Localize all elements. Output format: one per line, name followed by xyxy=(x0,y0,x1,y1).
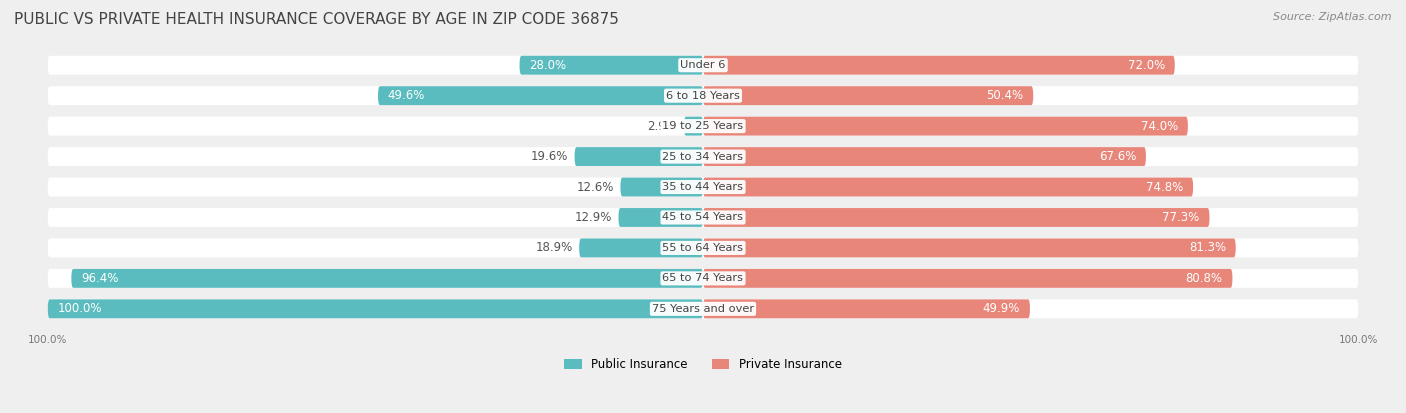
Text: 100.0%: 100.0% xyxy=(58,302,103,316)
Text: 49.6%: 49.6% xyxy=(388,89,425,102)
Text: Under 6: Under 6 xyxy=(681,60,725,70)
Text: 81.3%: 81.3% xyxy=(1188,242,1226,254)
Text: 50.4%: 50.4% xyxy=(986,89,1024,102)
Text: 19.6%: 19.6% xyxy=(530,150,568,163)
Text: 55 to 64 Years: 55 to 64 Years xyxy=(662,243,744,253)
FancyBboxPatch shape xyxy=(48,299,703,318)
FancyBboxPatch shape xyxy=(619,208,703,227)
FancyBboxPatch shape xyxy=(703,178,1194,197)
FancyBboxPatch shape xyxy=(703,86,1033,105)
Text: 25 to 34 Years: 25 to 34 Years xyxy=(662,152,744,161)
Text: 28.0%: 28.0% xyxy=(530,59,567,72)
Text: 35 to 44 Years: 35 to 44 Years xyxy=(662,182,744,192)
Text: PUBLIC VS PRIVATE HEALTH INSURANCE COVERAGE BY AGE IN ZIP CODE 36875: PUBLIC VS PRIVATE HEALTH INSURANCE COVER… xyxy=(14,12,619,27)
Text: 77.3%: 77.3% xyxy=(1163,211,1199,224)
Text: 74.8%: 74.8% xyxy=(1146,180,1184,194)
Text: 2.9%: 2.9% xyxy=(648,120,678,133)
Text: 12.9%: 12.9% xyxy=(575,211,612,224)
Legend: Public Insurance, Private Insurance: Public Insurance, Private Insurance xyxy=(560,353,846,376)
FancyBboxPatch shape xyxy=(703,117,1188,135)
FancyBboxPatch shape xyxy=(48,86,1358,105)
Text: 96.4%: 96.4% xyxy=(82,272,118,285)
FancyBboxPatch shape xyxy=(579,238,703,257)
FancyBboxPatch shape xyxy=(703,56,1175,75)
Text: 45 to 54 Years: 45 to 54 Years xyxy=(662,212,744,223)
FancyBboxPatch shape xyxy=(703,299,1031,318)
Text: 65 to 74 Years: 65 to 74 Years xyxy=(662,273,744,283)
FancyBboxPatch shape xyxy=(48,178,1358,197)
FancyBboxPatch shape xyxy=(378,86,703,105)
Text: 80.8%: 80.8% xyxy=(1185,272,1223,285)
FancyBboxPatch shape xyxy=(520,56,703,75)
Text: 49.9%: 49.9% xyxy=(983,302,1021,316)
FancyBboxPatch shape xyxy=(703,238,1236,257)
Text: 18.9%: 18.9% xyxy=(536,242,572,254)
Text: 74.0%: 74.0% xyxy=(1140,120,1178,133)
FancyBboxPatch shape xyxy=(575,147,703,166)
FancyBboxPatch shape xyxy=(703,269,1233,288)
FancyBboxPatch shape xyxy=(48,56,1358,75)
FancyBboxPatch shape xyxy=(48,147,1358,166)
FancyBboxPatch shape xyxy=(48,269,1358,288)
FancyBboxPatch shape xyxy=(48,117,1358,135)
Text: 67.6%: 67.6% xyxy=(1098,150,1136,163)
Text: 6 to 18 Years: 6 to 18 Years xyxy=(666,91,740,101)
FancyBboxPatch shape xyxy=(48,299,1358,318)
FancyBboxPatch shape xyxy=(703,147,1146,166)
FancyBboxPatch shape xyxy=(48,238,1358,257)
Text: Source: ZipAtlas.com: Source: ZipAtlas.com xyxy=(1274,12,1392,22)
Text: 19 to 25 Years: 19 to 25 Years xyxy=(662,121,744,131)
Text: 12.6%: 12.6% xyxy=(576,180,614,194)
FancyBboxPatch shape xyxy=(620,178,703,197)
FancyBboxPatch shape xyxy=(72,269,703,288)
FancyBboxPatch shape xyxy=(48,208,1358,227)
FancyBboxPatch shape xyxy=(683,117,703,135)
Text: 75 Years and over: 75 Years and over xyxy=(652,304,754,314)
FancyBboxPatch shape xyxy=(703,208,1209,227)
Text: 72.0%: 72.0% xyxy=(1128,59,1166,72)
